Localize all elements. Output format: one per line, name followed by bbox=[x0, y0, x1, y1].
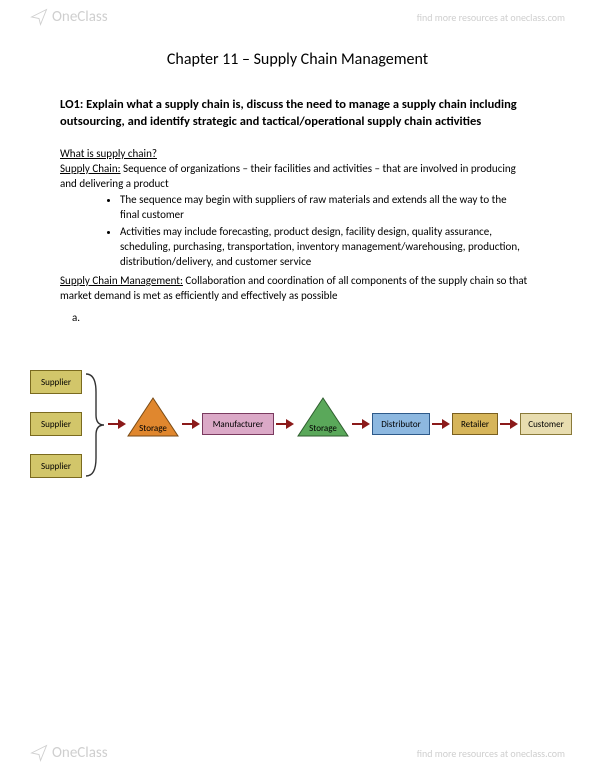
list-item: The sequence may begin with suppliers of… bbox=[120, 193, 535, 223]
logo-text: OneClass bbox=[52, 744, 108, 762]
sub-heading: What is supply chain? bbox=[60, 147, 535, 160]
retailer-node: Retailer bbox=[452, 413, 498, 435]
arrow-icon bbox=[108, 419, 126, 429]
list-label-a: a. bbox=[72, 311, 535, 324]
watermark-top: OneClass find more resources at oneclass… bbox=[0, 0, 595, 34]
def-supply-chain: Sequence of organizations – their facili… bbox=[60, 162, 516, 190]
supply-chain-definition: Supply Chain: Sequence of organizations … bbox=[60, 162, 535, 192]
scm-definition: Supply Chain Management: Collaboration a… bbox=[60, 274, 535, 304]
node-label: Supplier bbox=[41, 419, 71, 430]
arrow-icon bbox=[500, 419, 518, 429]
arrow-icon bbox=[276, 419, 294, 429]
node-label: Storage bbox=[296, 423, 350, 434]
storage-node bbox=[296, 396, 350, 443]
supplier-node: Supplier bbox=[30, 412, 82, 436]
logo-text: OneClass bbox=[52, 8, 108, 26]
node-label: Retailer bbox=[461, 419, 489, 430]
watermark-link: find more resources at oneclass.com bbox=[417, 747, 565, 760]
distributor-node: Distributor bbox=[372, 413, 430, 435]
supplier-node: Supplier bbox=[30, 370, 82, 394]
node-label: Distributor bbox=[381, 419, 421, 430]
learning-objective-heading: LO1: Explain what a supply chain is, dis… bbox=[60, 97, 535, 131]
term-supply-chain: Supply Chain: bbox=[60, 162, 121, 175]
manufacturer-node: Manufacturer bbox=[202, 413, 274, 435]
chapter-title: Chapter 11 – Supply Chain Management bbox=[60, 50, 535, 69]
term-scm: Supply Chain Management: bbox=[60, 274, 183, 287]
node-label: Supplier bbox=[41, 377, 71, 388]
watermark-link: find more resources at oneclass.com bbox=[417, 11, 565, 24]
node-label: Supplier bbox=[41, 461, 71, 472]
arrow-icon bbox=[432, 419, 450, 429]
node-label: Manufacturer bbox=[213, 419, 264, 430]
brace-icon bbox=[84, 372, 106, 478]
paper-plane-icon bbox=[30, 8, 48, 26]
paper-plane-icon bbox=[30, 744, 48, 762]
page-content: Chapter 11 – Supply Chain Management LO1… bbox=[60, 50, 535, 324]
logo: OneClass bbox=[30, 744, 108, 762]
list-item: Activities may include forecasting, prod… bbox=[120, 225, 535, 270]
arrow-icon bbox=[182, 419, 200, 429]
storage-node bbox=[126, 396, 180, 443]
customer-node: Customer bbox=[520, 413, 572, 435]
watermark-bottom: OneClass find more resources at oneclass… bbox=[0, 736, 595, 770]
node-label: Storage bbox=[126, 423, 180, 434]
arrow-icon bbox=[352, 419, 370, 429]
supply-chain-diagram: Supplier Supplier Supplier Storage Manuf… bbox=[30, 370, 570, 490]
node-label: Customer bbox=[528, 419, 563, 430]
supplier-node: Supplier bbox=[30, 454, 82, 478]
bullet-list: The sequence may begin with suppliers of… bbox=[120, 193, 535, 269]
logo: OneClass bbox=[30, 8, 108, 26]
